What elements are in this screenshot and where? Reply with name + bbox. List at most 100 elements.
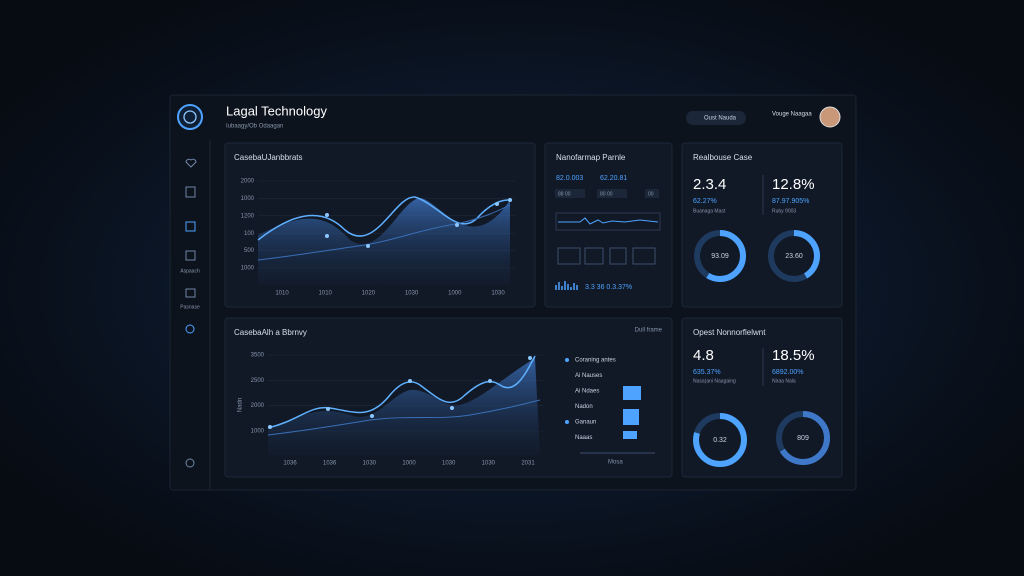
line — [257, 196, 511, 241]
legend-dot — [565, 358, 569, 362]
chip-label: 80 00 — [600, 191, 613, 197]
stat-value: 12.8% — [772, 176, 815, 193]
panel-title: CasebaUJanbbrats — [234, 153, 302, 162]
metric: 62.20.81 — [600, 175, 627, 182]
nav-icon[interactable] — [185, 186, 196, 198]
stat-value: 18.5% — [772, 347, 815, 364]
nav-icon[interactable] — [185, 250, 196, 261]
point — [326, 407, 330, 411]
y-tick-label: 1000 — [241, 196, 255, 202]
panel-title: Nanofarmap Parnle — [556, 153, 626, 162]
point — [455, 223, 459, 227]
nav-label[interactable]: Pasnase — [180, 304, 200, 310]
stat-value: 4.8 — [693, 347, 714, 364]
x-tick-label: 1000 — [448, 291, 462, 297]
donut-arc — [694, 230, 746, 282]
y-tick-label: 2500 — [251, 378, 265, 384]
stat-sub: 635.37% — [693, 369, 721, 376]
chip — [555, 189, 585, 198]
sparkline — [558, 217, 659, 225]
app-subtitle: Iubaagy/Ob Odaagan — [226, 124, 283, 130]
y-tick-label: 100 — [244, 231, 255, 237]
stat-note: Buanaga Mast — [693, 208, 726, 214]
y-tick-label: 2000 — [251, 403, 265, 409]
logo-inner — [183, 110, 197, 124]
header-button[interactable] — [686, 111, 746, 125]
x-tick-label: 1030 — [405, 291, 419, 297]
legend-label: Ai Nauses — [575, 373, 602, 379]
header-button-label[interactable]: Oust Nauda — [704, 116, 737, 122]
donut-arc — [693, 413, 747, 467]
panel-title: CasebaAlh a Bbrnvy — [234, 328, 307, 337]
chip — [645, 189, 659, 198]
logo — [177, 104, 203, 130]
stat-value: 2.3.4 — [693, 176, 726, 193]
y-tick-label: 500 — [244, 248, 255, 254]
chip-label: 88 00 — [558, 191, 571, 197]
point — [528, 356, 532, 360]
y-tick-label: 2000 — [241, 179, 255, 185]
donut-arc — [776, 411, 830, 465]
y-tick-label: 1000 — [241, 266, 255, 272]
x-tick-label: 1036 — [323, 461, 337, 467]
point — [370, 414, 374, 418]
icon-button[interactable] — [557, 247, 581, 265]
x-tick-label: 1030 — [491, 291, 505, 297]
x-tick-label: 1036 — [283, 461, 297, 467]
sparkline-box — [555, 212, 661, 231]
icon-button[interactable] — [632, 247, 656, 265]
x-tick-label: 1010 — [319, 291, 333, 297]
nav-icon[interactable] — [185, 158, 197, 168]
panel-corner: Dull frame — [635, 328, 663, 334]
donut-label: 809 — [797, 435, 809, 442]
donut-label: 0.32 — [713, 437, 727, 444]
legend-dot — [565, 420, 569, 424]
nav-icon[interactable] — [185, 288, 196, 298]
point — [408, 379, 412, 383]
metric: 82.0.003 — [556, 175, 583, 182]
footer-metric: 3.3 36 0.3.37% — [585, 284, 632, 291]
area — [268, 358, 540, 455]
icon-button[interactable] — [609, 247, 627, 265]
chip — [597, 189, 627, 198]
x-tick-label: 2031 — [521, 461, 535, 467]
app-title: Lagal Technology — [226, 103, 327, 118]
x-tick-label: 1000 — [402, 461, 416, 467]
panel — [544, 142, 673, 308]
x-tick-label: 1030 — [363, 461, 377, 467]
line — [267, 355, 536, 429]
stat-note: Nasa(ani Naagaing — [693, 378, 736, 384]
panel-title: Opest Nonnorflelwnt — [693, 328, 766, 337]
x-tick-label: 1010 — [275, 291, 289, 297]
point — [325, 213, 329, 217]
x-tick-label: 1020 — [362, 291, 376, 297]
x-tick-label: 1030 — [442, 461, 456, 467]
user-name: Vouge Naagaa — [772, 112, 812, 118]
y-tick-label: 3500 — [251, 353, 265, 359]
avatar — [819, 106, 841, 128]
nav-icon[interactable] — [185, 324, 195, 334]
point — [508, 198, 512, 202]
nav-label[interactable]: Aspaach — [180, 268, 200, 274]
legend-bar — [623, 409, 639, 425]
icon-button[interactable] — [584, 247, 604, 265]
legend-bar — [623, 386, 641, 400]
y-tick-label: 1200 — [241, 213, 255, 219]
legend-bar — [623, 431, 637, 439]
panel — [681, 317, 843, 478]
point — [488, 379, 492, 383]
chip-label: 00 — [648, 191, 654, 197]
panel — [681, 142, 843, 308]
point — [495, 202, 499, 206]
donut-label: 23.60 — [785, 253, 803, 260]
legend-label: Ai Ndaes — [575, 389, 599, 395]
donut-arc — [768, 230, 820, 282]
nav-icon[interactable] — [185, 458, 195, 468]
y-tick-label: 1000 — [251, 429, 265, 435]
line — [267, 399, 541, 436]
point — [325, 234, 329, 238]
legend-label: Coraning antes — [575, 358, 616, 364]
stat-sub: 62.27% — [693, 198, 717, 205]
nav-icon[interactable] — [185, 221, 196, 232]
